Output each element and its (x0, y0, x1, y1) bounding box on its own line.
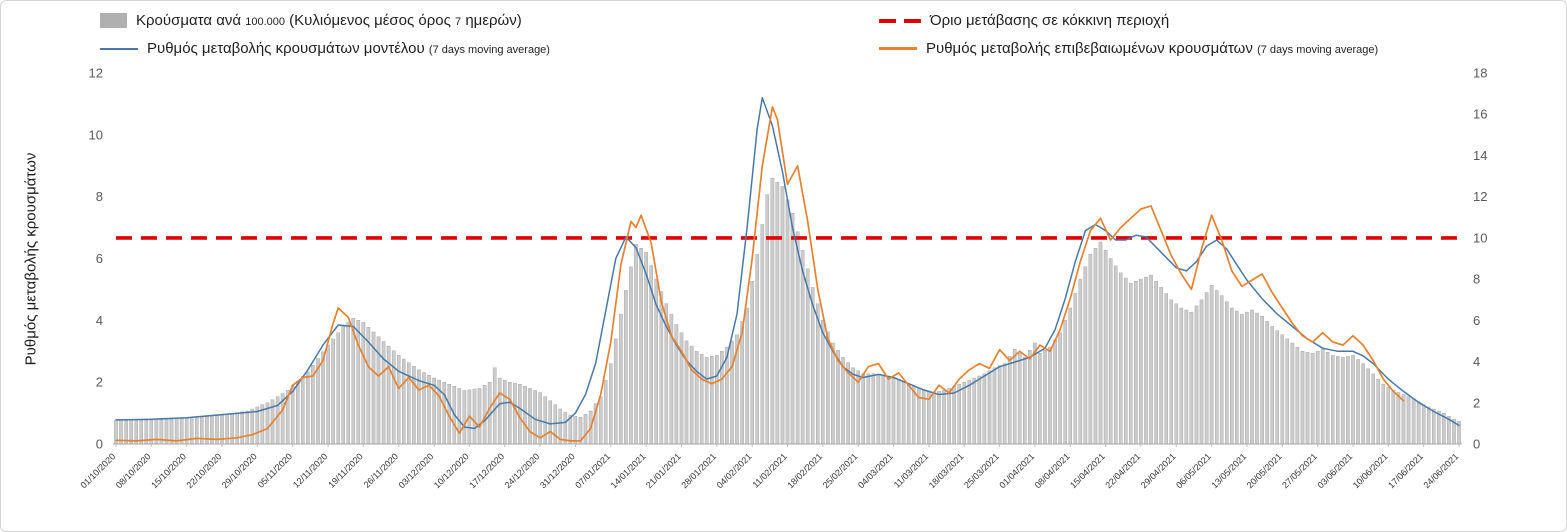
confirmed-rate-line (115, 106, 1405, 442)
svg-text:08/04/2021: 08/04/2021 (1033, 451, 1072, 490)
svg-text:4: 4 (96, 313, 103, 328)
svg-text:11/02/2021: 11/02/2021 (750, 451, 788, 489)
legend-item-model-rate: Ρυθμός μεταβολής κρουσμάτων μοντέλου (7 … (100, 40, 550, 57)
legend-label-threshold: Όριο μετάβασης σε κόκκινη περιοχή (930, 12, 1170, 29)
model-rate-line (115, 96, 1460, 430)
legend-label-confirmed: Ρυθμός μεταβολής επιβεβαιωμένων κρουσμάτ… (926, 40, 1379, 57)
left-axis-tick-labels: 0 2 4 6 8 10 12 (89, 66, 103, 452)
svg-text:11/03/2021: 11/03/2021 (892, 451, 930, 489)
svg-text:25/02/2021: 25/02/2021 (821, 451, 860, 490)
legend-label-cases: Κρούσματα ανά 100.000 (Κυλιόμενος μέσος … (136, 12, 522, 29)
svg-text:13/05/2021: 13/05/2021 (1209, 451, 1248, 490)
svg-text:24/12/2020: 24/12/2020 (503, 451, 542, 490)
svg-text:03/12/2020: 03/12/2020 (397, 451, 436, 490)
svg-text:25/03/2021: 25/03/2021 (962, 451, 1001, 490)
svg-text:22/10/2020: 22/10/2020 (185, 451, 224, 490)
svg-text:15/10/2020: 15/10/2020 (149, 451, 188, 490)
svg-text:21/01/2021: 21/01/2021 (644, 451, 683, 490)
svg-text:29/04/2021: 29/04/2021 (1139, 451, 1178, 490)
svg-text:18: 18 (1473, 66, 1487, 81)
svg-text:6: 6 (1473, 313, 1480, 328)
svg-text:8: 8 (1473, 272, 1480, 287)
svg-text:05/11/2020: 05/11/2020 (256, 451, 294, 489)
right-axis-tick-labels: 0 2 4 6 8 10 12 14 16 18 (1473, 66, 1487, 452)
svg-text:06/05/2021: 06/05/2021 (1174, 451, 1213, 490)
blue-line-swatch-icon (100, 47, 138, 50)
svg-text:12: 12 (89, 66, 103, 81)
svg-text:17/12/2020: 17/12/2020 (467, 451, 506, 490)
x-axis-tick-labels: 01/10/202008/10/202015/10/202022/10/2020… (78, 444, 1460, 490)
svg-text:31/12/2020: 31/12/2020 (538, 451, 577, 490)
svg-text:20/05/2021: 20/05/2021 (1245, 451, 1284, 490)
svg-text:12: 12 (1473, 189, 1487, 204)
svg-text:04/03/2021: 04/03/2021 (856, 451, 895, 490)
svg-text:07/01/2021: 07/01/2021 (573, 451, 612, 490)
svg-text:10: 10 (1473, 230, 1487, 245)
svg-text:24/06/2021: 24/06/2021 (1421, 451, 1460, 490)
legend-item-threshold: Όριο μετάβασης σε κόκκινη περιοχή (879, 12, 1169, 29)
svg-text:19/11/2020: 19/11/2020 (326, 451, 364, 489)
svg-text:6: 6 (96, 251, 103, 266)
legend-item-cases-bars: Κρούσματα ανά 100.000 (Κυλιόμενος μέσος … (100, 12, 522, 29)
svg-text:04/02/2021: 04/02/2021 (715, 451, 754, 490)
svg-text:8: 8 (96, 189, 103, 204)
gray-bar-swatch-icon (100, 13, 127, 28)
legend-item-confirmed-rate: Ρυθμός μεταβολής επιβεβαιωμένων κρουσμάτ… (879, 40, 1378, 57)
cases-bars-series (114, 177, 1461, 445)
svg-text:14: 14 (1473, 148, 1487, 163)
svg-text:01/10/2020: 01/10/2020 (78, 451, 117, 490)
svg-text:18/02/2021: 18/02/2021 (785, 451, 824, 490)
svg-text:0: 0 (1473, 437, 1480, 452)
svg-text:4: 4 (1473, 354, 1480, 369)
svg-text:12/11/2020: 12/11/2020 (291, 451, 329, 489)
svg-text:2: 2 (1473, 395, 1480, 410)
svg-text:03/06/2021: 03/06/2021 (1315, 451, 1354, 490)
svg-text:08/10/2020: 08/10/2020 (114, 451, 153, 490)
svg-text:10/12/2020: 10/12/2020 (432, 451, 471, 490)
svg-text:10/06/2021: 10/06/2021 (1351, 451, 1390, 490)
svg-text:28/01/2021: 28/01/2021 (679, 451, 718, 490)
svg-text:18/03/2021: 18/03/2021 (927, 451, 966, 490)
svg-text:27/05/2021: 27/05/2021 (1280, 451, 1319, 490)
svg-text:16: 16 (1473, 107, 1487, 122)
red-dashed-swatch-icon (879, 18, 921, 23)
svg-text:10: 10 (89, 127, 103, 142)
svg-text:01/04/2021: 01/04/2021 (997, 451, 1036, 490)
svg-text:2: 2 (96, 375, 103, 390)
svg-text:14/01/2021: 14/01/2021 (609, 451, 648, 490)
orange-line-swatch-icon (879, 47, 917, 50)
svg-text:15/04/2021: 15/04/2021 (1068, 451, 1107, 490)
svg-text:22/04/2021: 22/04/2021 (1103, 451, 1142, 490)
svg-text:17/06/2021: 17/06/2021 (1386, 451, 1425, 490)
legend-label-model: Ρυθμός μεταβολής κρουσμάτων μοντέλου (7 … (147, 40, 550, 57)
svg-text:29/10/2020: 29/10/2020 (220, 451, 259, 490)
left-axis-title: Ρυθμός μεταβολής κρουσμάτων (22, 152, 40, 366)
svg-text:0: 0 (96, 437, 103, 452)
svg-text:26/11/2020: 26/11/2020 (362, 451, 400, 489)
